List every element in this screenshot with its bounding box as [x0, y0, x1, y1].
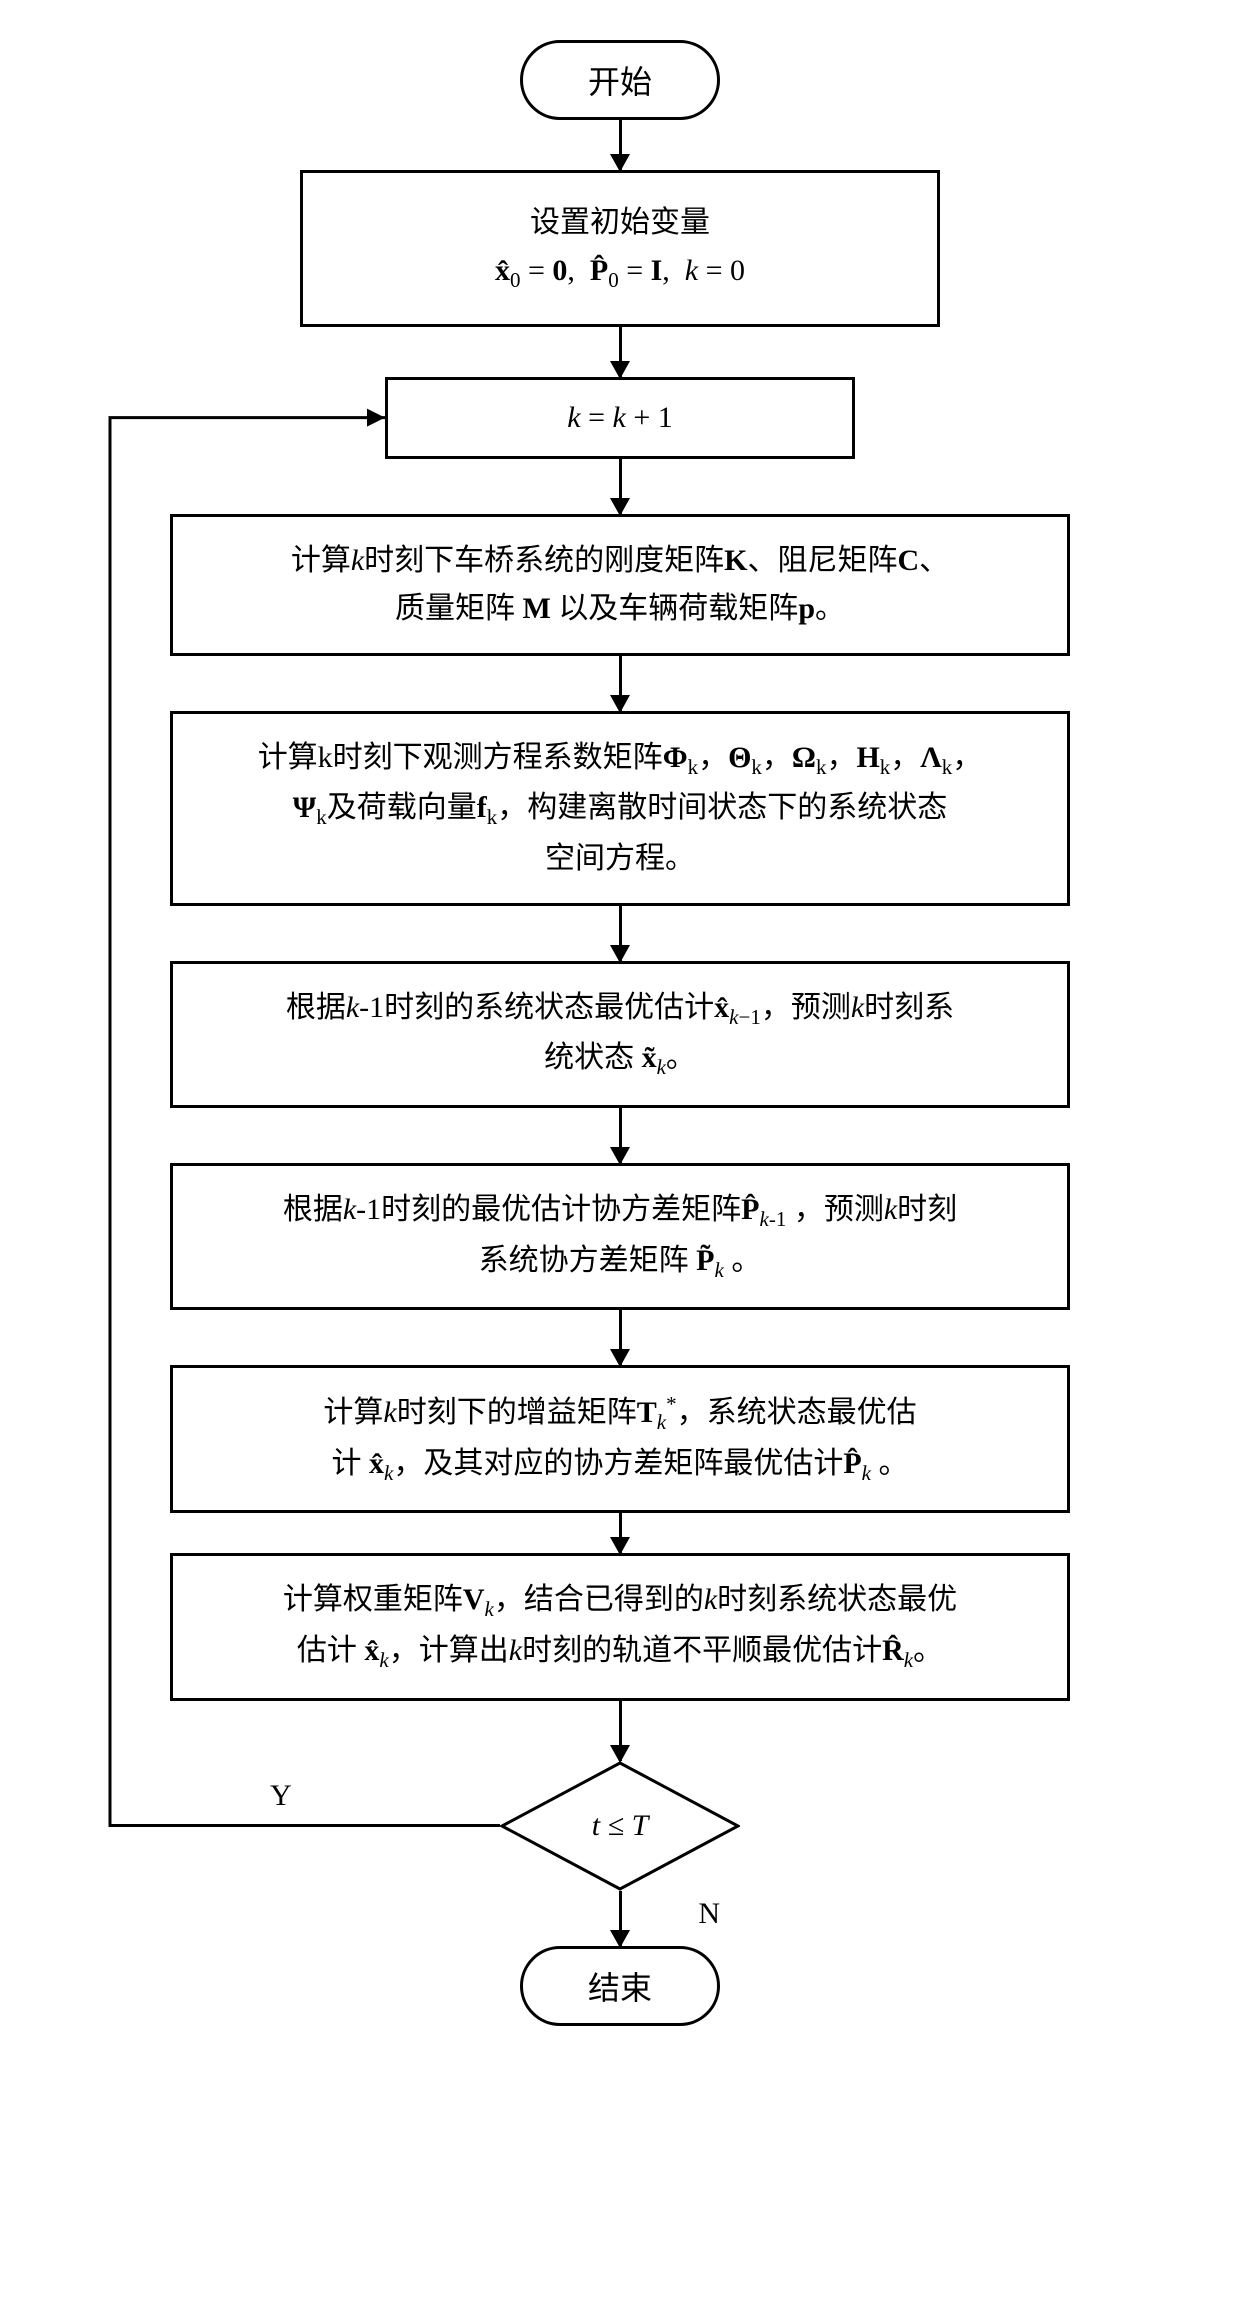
init-line1: 设置初始变量 — [333, 199, 907, 247]
arrow — [619, 1310, 622, 1365]
step2-line3: 空间方程。 — [203, 835, 1037, 883]
start-terminal: 开始 — [520, 40, 720, 120]
arrow — [619, 1108, 622, 1163]
step3-line2: 统状态 x̃k。 — [203, 1034, 1037, 1085]
increment-process: k = k + 1 — [385, 377, 855, 459]
arrow — [619, 906, 622, 961]
end-label: 结束 — [588, 1963, 652, 2009]
step6-line2: 估计 x̂k，计算出k时刻的轨道不平顺最优估计R̂k。 — [203, 1627, 1037, 1678]
arrow — [619, 656, 622, 711]
arrow — [619, 1891, 622, 1946]
step1-line2: 质量矩阵 M 以及车辆荷载矩阵p。 — [203, 585, 1037, 633]
step6-line1: 计算权重矩阵Vk，结合已得到的k时刻系统状态最优 — [203, 1576, 1037, 1627]
step4-line2: 系统协方差矩阵 P̃k 。 — [203, 1237, 1037, 1288]
init-line2: x̂0 = 0, P̂0 = I, k = 0 — [333, 247, 907, 298]
step6-process: 计算权重矩阵Vk，结合已得到的k时刻系统状态最优 估计 x̂k，计算出k时刻的轨… — [170, 1553, 1070, 1700]
step1-line1: 计算k时刻下车桥系统的刚度矩阵K、阻尼矩阵C、 — [203, 537, 1037, 585]
step2-process: 计算k时刻下观测方程系数矩阵Φk，Θk，Ωk，Hk，Λk， Ψk及荷载向量fk，… — [170, 711, 1070, 906]
end-terminal: 结束 — [520, 1946, 720, 2026]
start-label: 开始 — [588, 57, 652, 103]
arrow — [619, 1701, 622, 1761]
init-process: 设置初始变量 x̂0 = 0, P̂0 = I, k = 0 — [300, 170, 940, 327]
flowchart-container: 开始 设置初始变量 x̂0 = 0, P̂0 = I, k = 0 k = k … — [70, 40, 1170, 2026]
yes-label: Y — [270, 1779, 292, 1813]
step3-process: 根据k-1时刻的系统状态最优估计x̂k−1，预测k时刻系 统状态 x̃k。 — [170, 961, 1070, 1108]
arrow — [619, 459, 622, 514]
increment-label: k = k + 1 — [567, 401, 673, 434]
decision-label: t ≤ T — [592, 1809, 649, 1843]
step4-process: 根据k-1时刻的最优估计协方差矩阵P̂k-1 ，预测k时刻 系统协方差矩阵 P̃… — [170, 1163, 1070, 1310]
step5-line1: 计算k时刻下的增益矩阵Tk*，系统状态最优估 — [203, 1388, 1037, 1440]
step4-line1: 根据k-1时刻的最优估计协方差矩阵P̂k-1 ，预测k时刻 — [203, 1186, 1037, 1237]
arrow — [619, 327, 622, 377]
arrow — [619, 1513, 622, 1553]
step3-line1: 根据k-1时刻的系统状态最优估计x̂k−1，预测k时刻系 — [203, 984, 1037, 1035]
step5-line2: 计 x̂k，及其对应的协方差矩阵最优估计P̂k 。 — [203, 1440, 1037, 1491]
step5-process: 计算k时刻下的增益矩阵Tk*，系统状态最优估 计 x̂k，及其对应的协方差矩阵最… — [170, 1365, 1070, 1513]
step1-process: 计算k时刻下车桥系统的刚度矩阵K、阻尼矩阵C、 质量矩阵 M 以及车辆荷载矩阵p… — [170, 514, 1070, 656]
no-label: N — [698, 1897, 720, 1931]
step2-line2: Ψk及荷载向量fk，构建离散时间状态下的系统状态 — [203, 784, 1037, 835]
arrow — [619, 120, 622, 170]
decision-node: t ≤ T Y N — [500, 1761, 740, 1891]
step2-line1: 计算k时刻下观测方程系数矩阵Φk，Θk，Ωk，Hk，Λk， — [203, 734, 1037, 785]
